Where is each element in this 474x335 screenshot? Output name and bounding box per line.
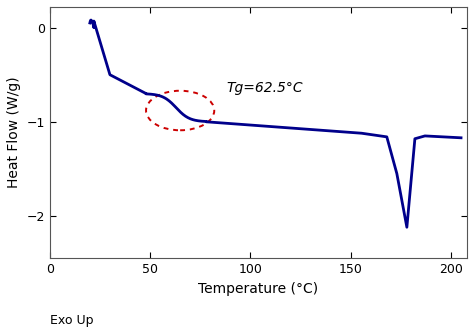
Text: Tg=62.5°C: Tg=62.5°C [226,81,303,95]
Text: Exo Up: Exo Up [50,314,93,327]
Y-axis label: Heat Flow (W/g): Heat Flow (W/g) [7,77,21,189]
X-axis label: Temperature (°C): Temperature (°C) [198,282,319,296]
